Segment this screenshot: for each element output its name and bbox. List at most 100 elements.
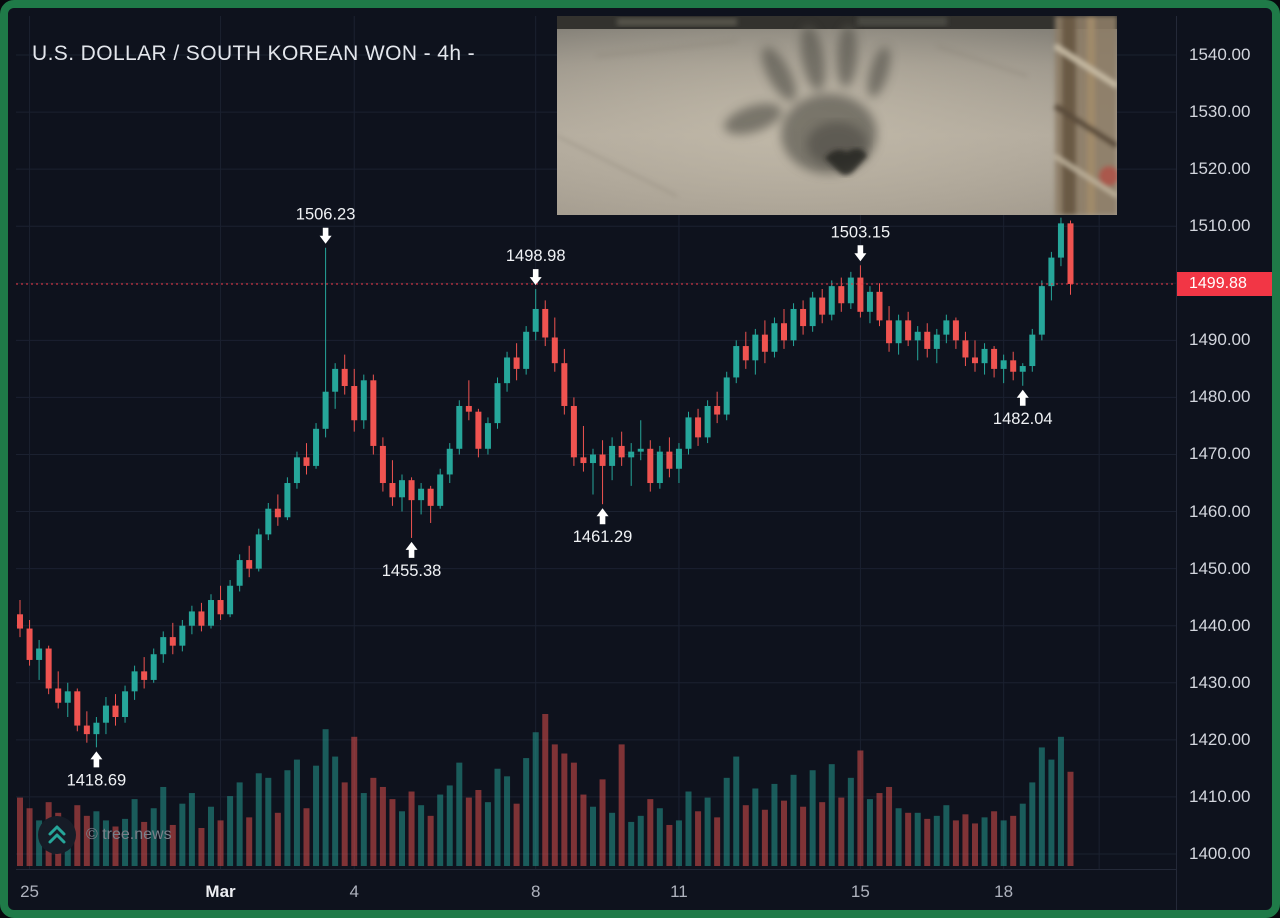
candle: [943, 320, 950, 335]
candle: [227, 585, 234, 615]
candle: [876, 291, 883, 321]
candle: [418, 488, 425, 501]
time-axis-label: 11: [670, 882, 688, 901]
candle: [504, 357, 511, 384]
candle: [561, 363, 568, 406]
candle: [45, 648, 52, 689]
dark-smudge: [825, 148, 867, 175]
candle: [427, 488, 434, 506]
chart-inner: 1418.69 1506.23 1455.38 1498.98 1461.29 1503.…: [16, 16, 1272, 910]
annotation-label: 1455.38: [382, 562, 442, 580]
annotation-label: 1506.23: [296, 206, 356, 224]
price-axis-label: 1490.00: [1189, 330, 1251, 350]
double-chevron-up-icon: [48, 825, 66, 844]
candle: [1019, 366, 1026, 372]
candle: [322, 391, 329, 429]
price-axis-label: 1440.00: [1189, 615, 1251, 635]
annotation-label: 1498.98: [506, 247, 566, 265]
annotation-arrow-down-icon: [529, 269, 542, 286]
watermark: © tree.news: [38, 816, 172, 854]
price-axis-label: 1530.00: [1189, 102, 1251, 122]
candle: [303, 457, 310, 466]
price-axis-label: 1540.00: [1189, 45, 1251, 64]
annotation-label: 1461.29: [573, 528, 633, 546]
candle: [828, 286, 835, 315]
candle: [656, 451, 663, 484]
candle: [771, 323, 778, 352]
candle: [523, 331, 530, 369]
candle: [255, 534, 262, 569]
price-axis-label: 1400.00: [1189, 843, 1251, 863]
watermark-text: © tree.news: [86, 826, 172, 843]
candle: [819, 297, 826, 315]
candle: [1010, 360, 1017, 372]
candle: [580, 457, 587, 464]
annotation-arrow-down-icon: [319, 227, 332, 244]
candle: [972, 357, 978, 364]
candle: [924, 331, 931, 349]
candle: [637, 448, 644, 452]
candle: [866, 291, 873, 312]
candle: [198, 611, 205, 626]
candle: [141, 671, 148, 680]
candle: [733, 346, 740, 378]
candle: [399, 480, 405, 498]
annotation-arrow-up-icon: [1016, 389, 1029, 406]
candle: [1038, 286, 1045, 335]
annotation-label: 1503.15: [831, 223, 891, 241]
candle: [847, 277, 854, 304]
candle: [236, 560, 243, 586]
price-axis-label: 1510.00: [1189, 216, 1251, 236]
candle: [933, 334, 940, 349]
candle: [685, 417, 692, 449]
candle: [886, 320, 893, 344]
candle: [1029, 334, 1036, 367]
price-axis[interactable]: 1499.88 1540.00 1530.00 1520.00 1510.00 1490…: [1176, 16, 1272, 910]
candle: [246, 560, 253, 569]
annotation-arrow-up-icon: [596, 508, 609, 525]
candle: [437, 474, 444, 506]
time-axis-label: 4: [349, 882, 359, 901]
candle: [781, 323, 787, 341]
candle: [952, 320, 959, 341]
annotation-arrow-up-icon: [405, 541, 418, 558]
candle: [475, 411, 482, 449]
candle: [1048, 257, 1055, 287]
time-axis-label: 15: [850, 882, 870, 901]
candle: [169, 637, 176, 646]
candle: [484, 423, 491, 449]
candle: [160, 637, 167, 655]
candle: [17, 614, 23, 629]
annotation-arrow-up-icon: [90, 751, 103, 768]
scaffold-structure: [1053, 16, 1117, 215]
overlay-photo: [557, 16, 1117, 215]
candle: [647, 448, 654, 484]
candle: [742, 346, 749, 361]
candle: [408, 480, 415, 501]
price-axis-label: 1480.00: [1189, 387, 1251, 407]
symbol-title: U.S. DOLLAR / SOUTH KOREAN WON - 4h -: [32, 42, 476, 65]
candle: [351, 386, 358, 421]
candle: [599, 454, 606, 466]
price-axis-label: 1410.00: [1189, 786, 1251, 806]
candle: [389, 483, 396, 498]
candles-layer: [17, 217, 1074, 748]
candle: [551, 337, 558, 364]
candle: [341, 368, 348, 387]
candle: [1067, 223, 1074, 284]
candle: [962, 340, 969, 358]
candle: [188, 611, 195, 626]
candle: [704, 405, 711, 438]
annotation-label: 1418.69: [67, 771, 127, 789]
candle: [981, 348, 988, 364]
candle: [131, 671, 138, 692]
time-axis-label: 18: [994, 882, 1014, 901]
price-axis-label: 1470.00: [1189, 444, 1251, 464]
time-axis[interactable]: 25 Mar 4 8 11 15 18: [16, 869, 1176, 910]
candle: [208, 600, 214, 626]
candle: [36, 648, 43, 660]
candle: [446, 448, 453, 475]
annotation-label: 1482.04: [993, 410, 1053, 428]
candle: [274, 508, 281, 518]
candle: [102, 705, 109, 723]
